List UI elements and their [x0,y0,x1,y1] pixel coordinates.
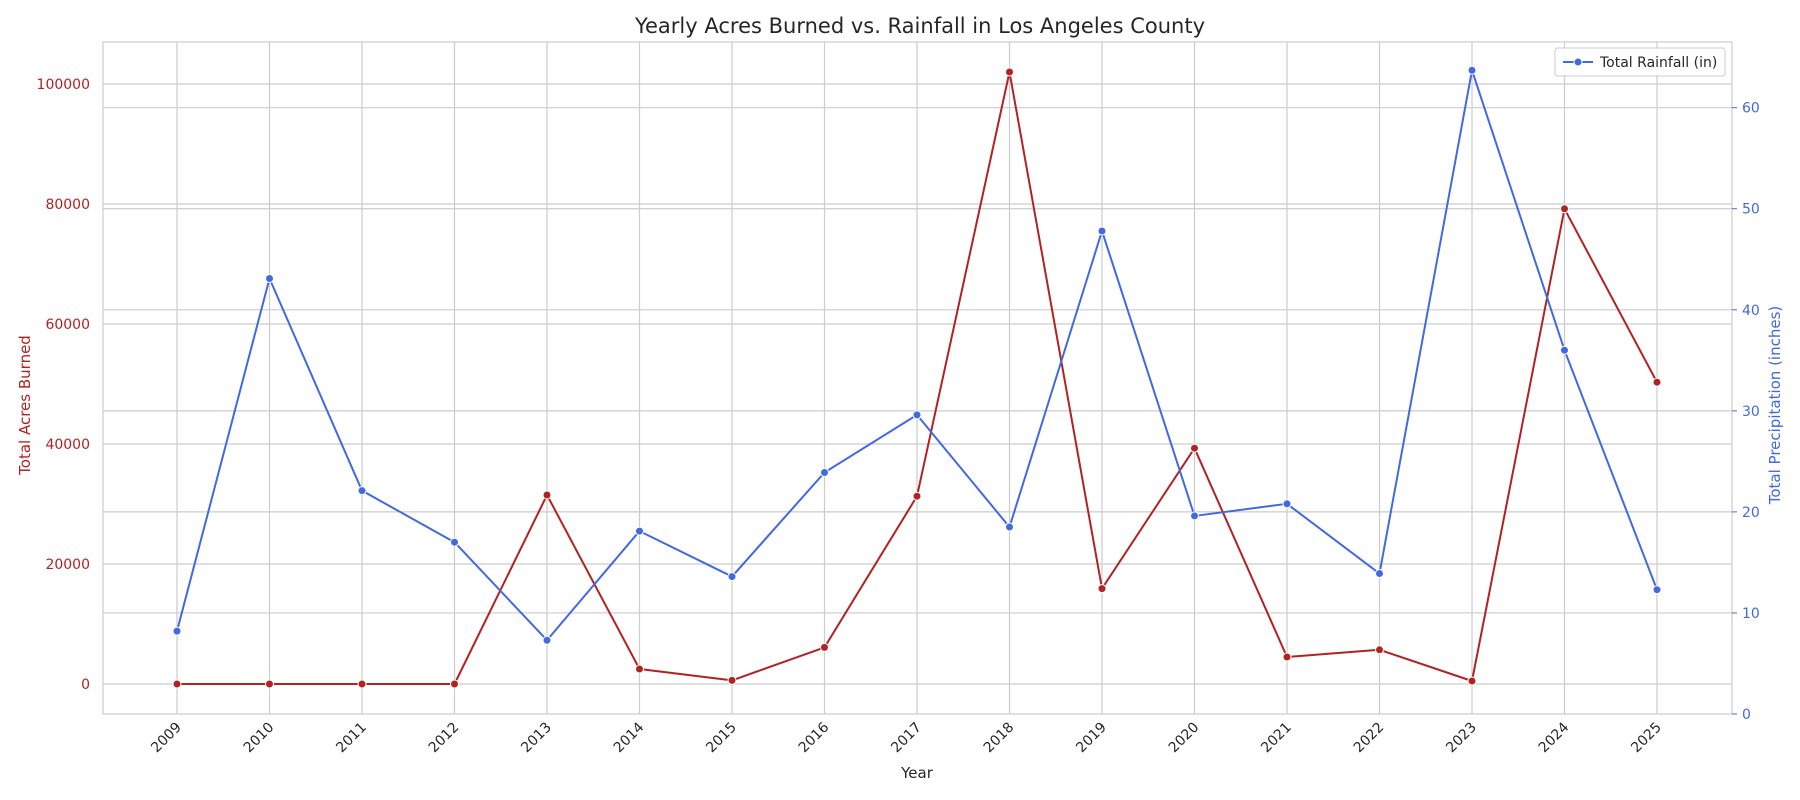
data-point-acres-burned [1375,645,1384,655]
left-y-tick-label: 20000 [45,557,90,573]
grid-lines [103,42,1732,714]
data-point-rainfall [1005,522,1014,532]
data-point-rainfall [357,486,367,496]
data-point-acres-burned [172,679,182,689]
right-y-axis-label: Total Precipitation (inches) [1766,306,1784,506]
chart-title: Yearly Acres Burned vs. Rainfall in Los … [634,14,1205,38]
data-point-acres-burned [1190,443,1199,453]
data-point-rainfall [1652,585,1662,595]
right-y-tick-label: 30 [1742,404,1760,420]
data-point-acres-burned [820,642,829,652]
legend: Total Rainfall (in) [1554,47,1726,77]
data-point-acres-burned [542,490,552,500]
right-y-tick-label: 0 [1742,707,1751,723]
data-point-rainfall [542,635,552,645]
data-point-acres-burned [727,675,737,685]
left-y-tick-label: 80000 [45,197,90,213]
data-point-acres-burned [265,679,274,689]
data-point-rainfall [635,526,644,536]
data-point-rainfall [1560,345,1569,355]
data-point-acres-burned [1097,584,1107,594]
data-point-acres-burned [1652,377,1662,387]
left-y-tick-label: 0 [81,677,90,693]
data-point-rainfall [820,467,829,477]
data-point-acres-burned [635,664,644,674]
x-axis-label: Year [900,764,934,782]
legend-marker [1573,57,1583,67]
data-point-acres-burned [1560,204,1569,214]
data-point-rainfall [1467,65,1477,75]
data-point-rainfall [1097,226,1107,236]
left-y-tick-label: 60000 [45,317,90,333]
data-point-rainfall [172,626,182,636]
data-point-rainfall [450,537,459,547]
right-y-tick-label: 20 [1742,505,1760,521]
right-y-tick-label: 50 [1742,202,1760,218]
right-y-tick-label: 10 [1742,606,1760,622]
data-point-acres-burned [450,679,459,689]
data-point-rainfall [265,273,274,283]
left-y-tick-label: 100000 [37,77,90,93]
data-point-rainfall [912,410,922,420]
series [172,65,1662,689]
data-point-acres-burned [1005,67,1014,77]
right-y-tick-label: 60 [1742,101,1760,117]
left-y-tick-label: 40000 [45,437,90,453]
right-y-tick-label: 40 [1742,303,1760,319]
data-point-rainfall [1190,511,1199,521]
plot-frame [102,41,1733,715]
legend-box [1554,47,1726,77]
left-y-axis-label: Total Acres Burned [16,335,34,476]
data-point-acres-burned [357,679,367,689]
data-point-acres-burned [1467,676,1477,686]
data-point-rainfall [727,572,737,582]
legend-label: Total Rainfall (in) [1599,55,1717,71]
data-point-acres-burned [912,491,922,501]
data-point-rainfall [1375,569,1384,579]
data-point-acres-burned [1282,652,1292,662]
data-point-rainfall [1282,499,1292,509]
